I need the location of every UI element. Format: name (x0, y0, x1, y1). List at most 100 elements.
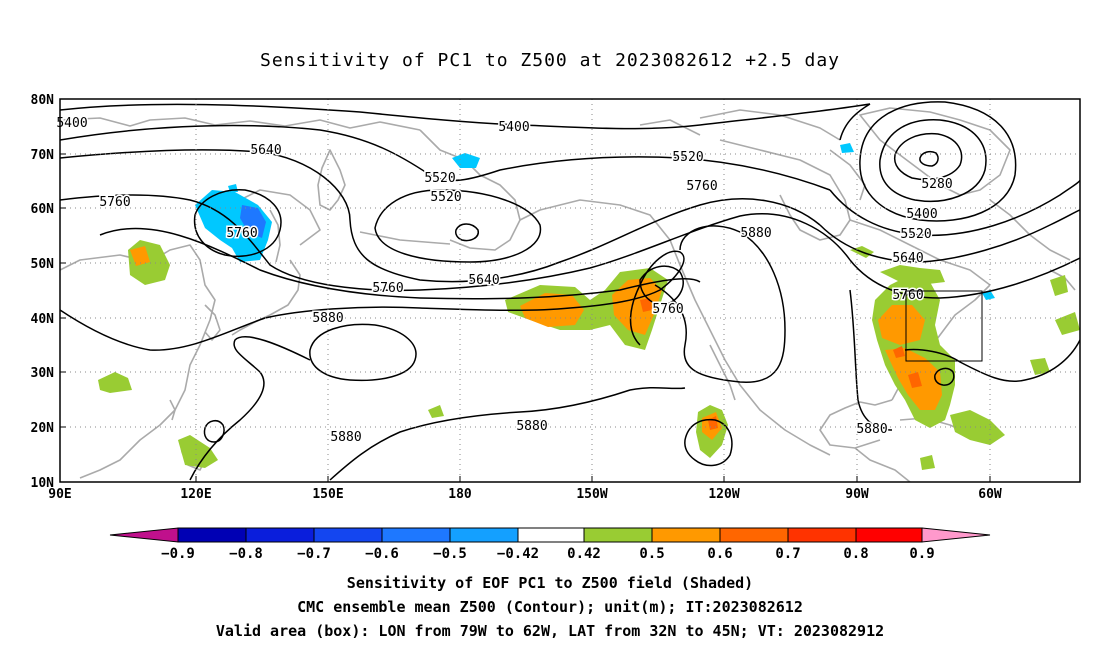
lon-label-150w: 150W (576, 487, 607, 502)
contour-label: 5760 (226, 226, 257, 241)
coast-arctic-islands (699, 109, 841, 141)
colorbar-label: 0.8 (843, 546, 868, 562)
colorbar-label: −0.8 (229, 546, 263, 562)
coast-canada-east (849, 219, 991, 286)
lat-label-60n: 60N (31, 202, 55, 217)
colorbar-label: 0.5 (639, 546, 664, 562)
contour-label: 5760 (652, 302, 683, 317)
contour-label: 5880 (312, 311, 343, 326)
shade-pos-west-pacific-small (98, 372, 132, 393)
lon-label-150e: 150E (312, 487, 343, 502)
contour-label: 5640 (892, 251, 923, 266)
shade-pos-orange-6 (130, 246, 150, 266)
shade-pos-philippine-sea (178, 435, 218, 468)
contour-5880-small-atlantic (934, 367, 955, 386)
colorbar-bin (719, 527, 789, 543)
caption-valid-area: Valid area (box): LON from 79W to 62W, L… (215, 622, 885, 640)
colorbar-low-triangle (109, 527, 179, 543)
coast-okhotsk (239, 189, 321, 246)
contour-5580-low (455, 223, 479, 242)
contour-5340-greenland (879, 119, 987, 202)
shade-pos-tiny-1 (428, 405, 444, 418)
shade-pos-atlantic-2 (1055, 312, 1080, 335)
shade-pos-orange-2 (612, 278, 662, 335)
lon-axis-labels: 90E 120E 150E 180 150W 120W 90W 60W (48, 487, 1002, 502)
colorbar: −0.9 −0.8 −0.7 −0.6 −0.5 −0.42 0.42 0.5 … (109, 527, 991, 562)
colorbar-bin (449, 527, 519, 543)
lat-label-40n: 40N (31, 312, 55, 327)
coast-hawaii (539, 419, 549, 431)
colorbar-bin (651, 527, 721, 543)
shade-pos-core-4 (640, 298, 652, 312)
lat-label-20n: 20N (31, 421, 55, 436)
colorbar-bin (787, 527, 857, 543)
contour-label: 5760 (372, 281, 403, 296)
coast-kamchatka (317, 149, 346, 211)
contour-5880-south (329, 386, 686, 481)
tick-marks (60, 98, 991, 482)
contour-5280-core (919, 150, 939, 167)
contour-label: 5520 (672, 150, 703, 165)
shade-neg-bering (452, 153, 480, 168)
shade-pos-core-2 (908, 372, 922, 388)
shade-pos-atlantic-3 (1050, 275, 1068, 296)
lat-label-70n: 70N (31, 148, 55, 163)
plot-frame (59, 98, 1081, 483)
colorbar-label: −0.5 (433, 546, 467, 562)
contour-label: 5400 (498, 120, 529, 135)
lat-axis-labels: 80N 70N 60N 50N 40N 30N 20N 10N (31, 93, 55, 491)
contour-label: 5520 (430, 190, 461, 205)
contour-5880-east-pacific-low (684, 418, 733, 467)
shaded-sensitivity (98, 143, 1080, 470)
shade-neg-okhotsk-core (240, 205, 266, 238)
colorbar-bin (583, 527, 653, 543)
graticule (60, 99, 1080, 482)
contour-5400-east (839, 103, 871, 141)
colorbar-bin (245, 527, 315, 543)
colorbar-bin (381, 527, 451, 543)
valid-area-box (905, 290, 983, 362)
shade-pos-canada (880, 265, 945, 285)
lon-label-180: 180 (448, 487, 472, 502)
contour-5760-west (60, 194, 851, 292)
coast-arctic-islands-2 (639, 119, 701, 136)
contour-5640-west (60, 149, 821, 283)
shade-neg-arctic (840, 143, 854, 153)
colorbar-label: 0.6 (707, 546, 732, 562)
colorbar-label: 0.42 (567, 546, 601, 562)
coast-west-na (519, 199, 831, 456)
colorbar-label: −0.42 (497, 546, 539, 562)
colorbar-bin (177, 527, 247, 543)
lon-label-90e: 90E (48, 487, 71, 502)
colorbar-bin (855, 527, 923, 543)
contour-5640-east (819, 209, 1080, 263)
contour-5880-small-low (203, 420, 225, 443)
coast-gulf (819, 399, 893, 449)
contour-label: 5880 (516, 419, 547, 434)
contour-5760-east (849, 257, 1080, 299)
contour-5400-west (60, 103, 871, 130)
shade-pos-tiny-2 (920, 455, 935, 470)
contour-5760-central (99, 227, 701, 300)
colorbar-label: −0.9 (161, 546, 195, 562)
chart-title: Sensitivity of PC1 to Z500 at 2023082612… (259, 50, 840, 71)
contour-label: 5880 (330, 430, 361, 445)
contour-label: 5880 (740, 226, 771, 241)
shade-pos-core-3 (893, 346, 905, 358)
lat-label-10n: 10N (31, 476, 55, 491)
contour-label: 5520 (424, 171, 455, 186)
shade-pos-atlantic-1 (1030, 358, 1050, 375)
coast-taiwan (169, 399, 176, 421)
colorbar-bin (517, 527, 585, 543)
contours (60, 101, 1080, 481)
contour-5880-atlantic (904, 339, 1080, 382)
caption-shaded: Sensitivity of EOF PC1 to Z500 field (Sh… (346, 574, 754, 592)
contour-5880-highs (309, 323, 417, 382)
contour-label: 5640 (250, 143, 281, 158)
contour-5520-east (829, 179, 1080, 237)
colorbar-label: −0.6 (365, 546, 399, 562)
contour-label: 5640 (468, 273, 499, 288)
coast-siberia (60, 117, 421, 131)
coast-korea (204, 304, 221, 341)
